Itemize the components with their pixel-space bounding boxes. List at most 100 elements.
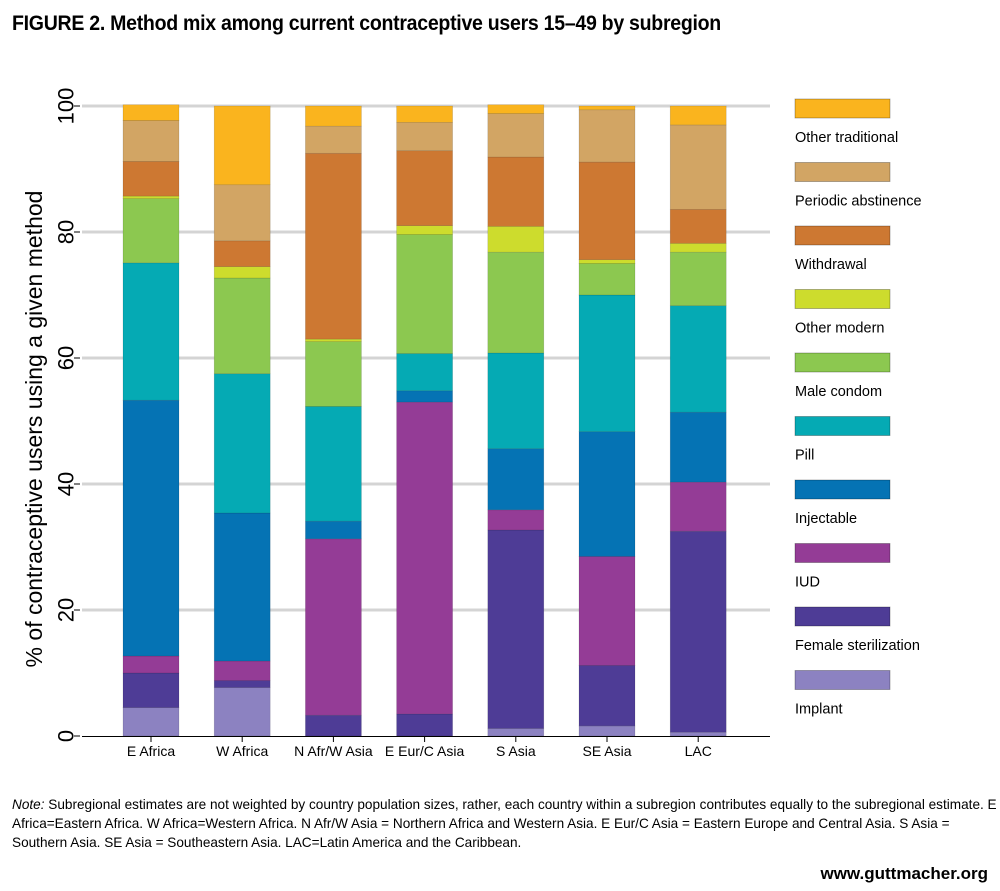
bars (122, 104, 727, 737)
bar-lac-male-condom (669, 251, 727, 307)
bar-n-afr-w-asia-iud (305, 538, 362, 716)
bar-w-africa-iud (213, 660, 271, 681)
legend-swatch-pill (794, 416, 891, 436)
legend-swatch-periodic-abstinence (794, 162, 891, 182)
x-tick-label-s-asia: S Asia (496, 743, 536, 759)
bar-s-asia-other-modern (487, 226, 545, 253)
bar-lac-periodic-abstinence (669, 124, 727, 210)
x-tick-label-e-africa: E Africa (127, 743, 175, 759)
bar-e-africa-pill (122, 262, 180, 401)
bar-se-asia-pill (578, 294, 636, 433)
x-tick-label-n-afr-w-asia: N Afr/W Asia (294, 743, 373, 759)
bar-e-africa-withdrawal (122, 161, 180, 197)
bar-w-africa-periodic-abstinence (213, 184, 271, 242)
bar-se-asia-withdrawal (578, 161, 636, 261)
legend-label-other-traditional: Other traditional (795, 130, 898, 146)
legend-label-female-sterilization: Female sterilization (795, 638, 920, 654)
bar-lac-pill (669, 305, 727, 413)
bar-e-africa-female-sterilization (122, 672, 180, 708)
legend-swatch-other-modern (794, 289, 891, 309)
legend-swatch-implant (794, 670, 891, 690)
y-tick-label-100: 100 (54, 88, 79, 125)
bar-s-asia-other-traditional (487, 104, 545, 114)
bar-lac-other-modern (669, 243, 727, 253)
bar-se-asia-female-sterilization (578, 665, 636, 727)
bar-n-afr-w-asia-other-traditional (305, 105, 362, 127)
bar-e-africa-male-condom (122, 198, 180, 264)
y-axis-ticks: 0 20 40 60 80 100 (54, 88, 80, 742)
bar-e-eur-c-asia-other-traditional (396, 105, 453, 123)
bar-n-afr-w-asia-pill (305, 406, 362, 522)
bar-e-eur-c-asia-withdrawal (396, 150, 453, 226)
x-tick-label-w-africa: W Africa (216, 743, 268, 759)
bar-se-asia-injectable (578, 431, 636, 557)
legend: Other traditional Periodic abstinence With… (794, 98, 922, 718)
y-tick-label-20: 20 (54, 598, 79, 622)
bar-s-asia-female-sterilization (487, 529, 545, 729)
figure-title: FIGURE 2. Method mix among current contr… (12, 12, 721, 35)
bar-w-africa-implant (213, 687, 271, 737)
bar-se-asia-other-traditional (578, 105, 636, 111)
bar-e-africa-other-traditional (122, 104, 180, 121)
bar-lac-iud (669, 481, 727, 532)
legend-swatch-male-condom (794, 352, 891, 373)
bar-se-asia-male-condom (578, 263, 636, 296)
bar-n-afr-w-asia-male-condom (305, 341, 362, 407)
legend-swatch-female-sterilization (794, 606, 891, 627)
bar-e-eur-c-asia-injectable (396, 390, 453, 403)
legend-label-implant: Implant (795, 702, 843, 718)
bar-e-eur-c-asia-female-sterilization (396, 713, 453, 737)
x-axis-ticks: E Africa W Africa N Afr/W Asia E Eur/C Asia… (127, 737, 712, 759)
bar-n-afr-w-asia-periodic-abstinence (305, 125, 362, 154)
bar-se-asia-iud (578, 556, 636, 666)
legend-label-other-modern: Other modern (795, 321, 884, 337)
bar-s-asia-male-condom (487, 251, 545, 354)
legend-swatch-injectable (794, 479, 891, 500)
bar-s-asia-withdrawal (487, 156, 545, 227)
legend-label-pill: Pill (795, 448, 814, 464)
bar-w-africa-injectable (213, 512, 271, 662)
legend-label-periodic-abstinence: Periodic abstinence (795, 194, 922, 210)
y-axis-label: % of contraceptive users using a given m… (21, 191, 47, 668)
legend-label-male-condom: Male condom (795, 384, 882, 400)
y-tick-label-40: 40 (54, 472, 79, 496)
footnote: Note: Subregional estimates are not weig… (12, 795, 997, 852)
bar-e-eur-c-asia-iud (396, 401, 453, 715)
bar-s-asia-injectable (487, 448, 545, 511)
bar-e-africa-other-modern (122, 195, 180, 199)
footnote-text: Subregional estimates are not weighted b… (12, 797, 997, 850)
bar-w-africa-female-sterilization (213, 680, 271, 688)
bar-s-asia-implant (487, 728, 545, 737)
bar-se-asia-implant (578, 725, 636, 737)
bar-n-afr-w-asia-female-sterilization (305, 714, 362, 737)
x-tick-label-se-asia: SE Asia (582, 743, 631, 759)
bar-lac-implant (669, 731, 727, 737)
bar-lac-withdrawal (669, 209, 727, 244)
bar-s-asia-iud (487, 509, 545, 531)
footnote-label: Note: (12, 797, 45, 812)
legend-label-iud: IUD (795, 575, 820, 591)
legend-label-withdrawal: Withdrawal (795, 257, 867, 273)
bar-se-asia-periodic-abstinence (578, 109, 636, 163)
bar-w-africa-male-condom (213, 277, 271, 375)
legend-swatch-withdrawal (794, 225, 891, 246)
bar-e-eur-c-asia-male-condom (396, 234, 453, 354)
bar-w-africa-withdrawal (213, 240, 271, 267)
x-tick-label-lac: LAC (685, 743, 712, 759)
bar-w-africa-other-traditional (213, 105, 271, 186)
website-credit: www.guttmacher.org (820, 864, 988, 883)
bar-lac-injectable (669, 411, 727, 483)
bar-e-eur-c-asia-other-modern (396, 225, 453, 235)
stacked-bar-chart: 0 20 40 60 80 100 E Africa W Africa N Afr/W Asi… (21, 88, 922, 759)
y-tick-label-0: 0 (54, 730, 79, 742)
legend-swatch-other-traditional (794, 98, 891, 119)
bar-e-africa-implant (122, 707, 180, 737)
bar-e-africa-iud (122, 655, 180, 674)
bar-e-africa-injectable (122, 399, 180, 657)
bar-e-africa-periodic-abstinence (122, 120, 180, 162)
bar-n-afr-w-asia-other-modern (305, 338, 362, 342)
bar-n-afr-w-asia-injectable (305, 520, 362, 540)
y-tick-label-60: 60 (54, 346, 79, 370)
bar-s-asia-periodic-abstinence (487, 113, 545, 158)
bar-w-africa-pill (213, 373, 271, 514)
